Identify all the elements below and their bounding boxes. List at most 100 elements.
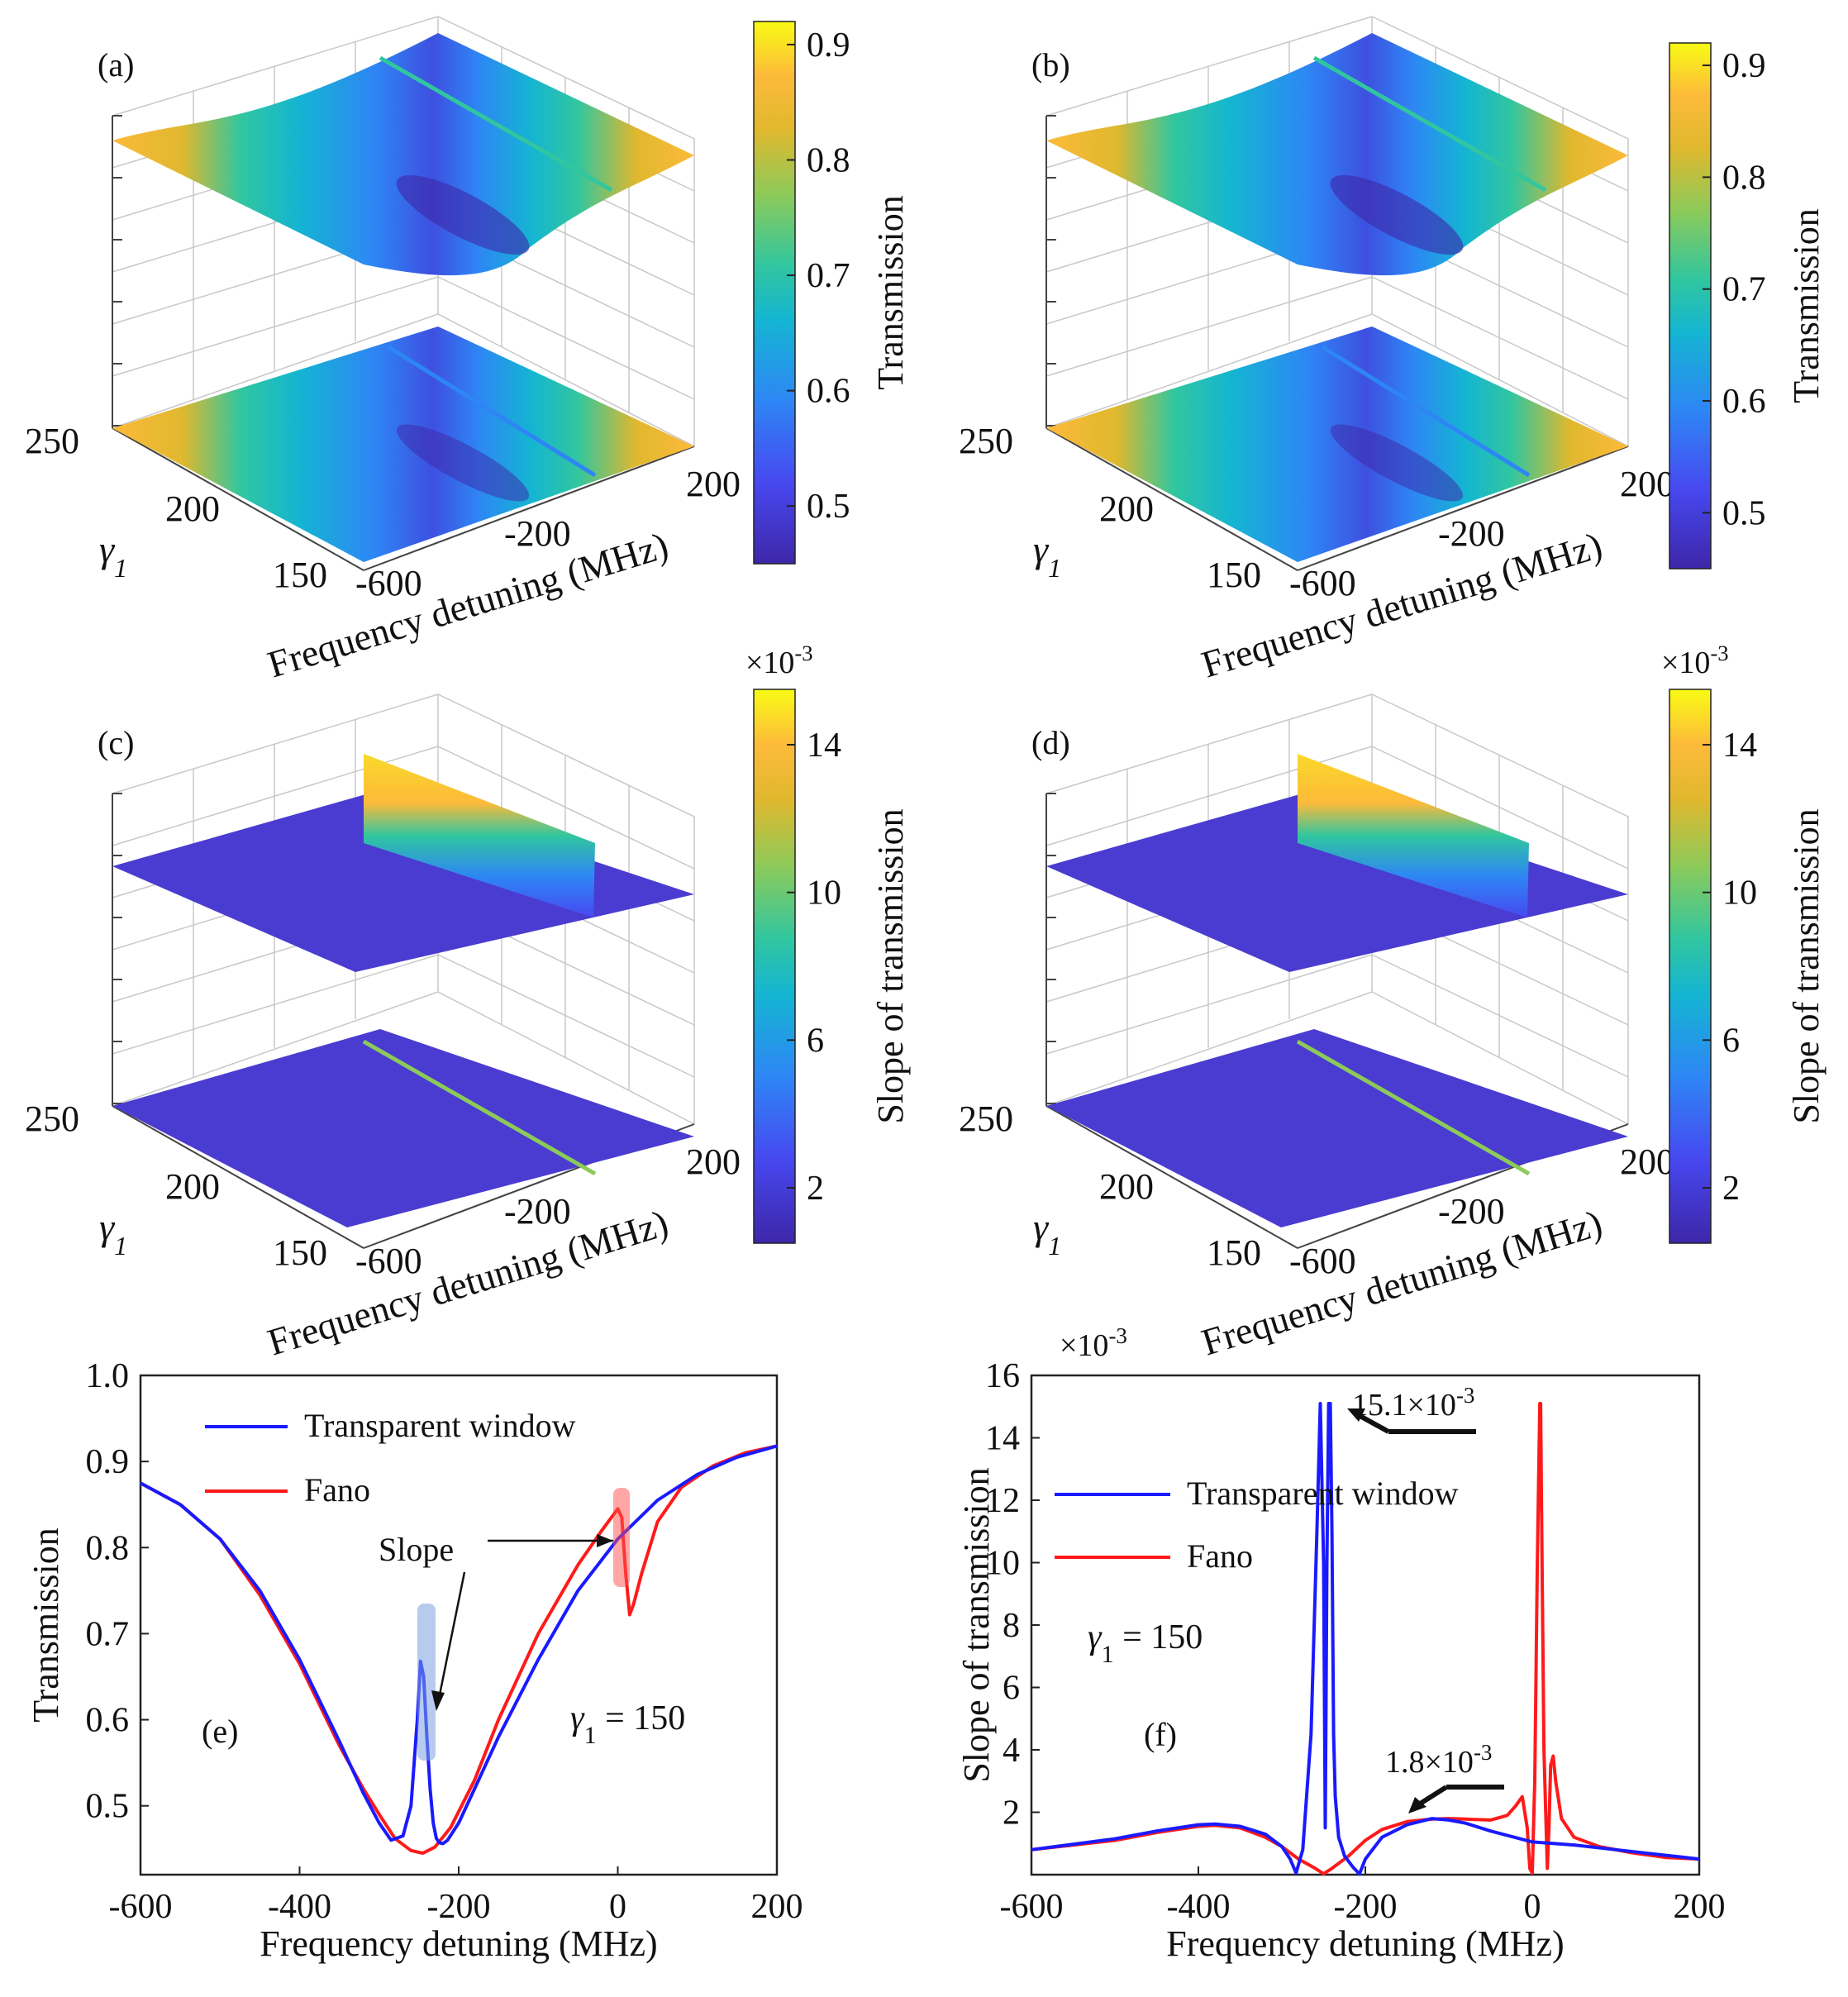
y-axis-label: Slope of transmission (956, 1467, 997, 1782)
y-tick-label: 250 (959, 421, 1013, 461)
y-tick-label: 4 (1003, 1732, 1020, 1770)
y-axis-label: γ1 (1033, 528, 1061, 583)
y-tick-label: 200 (165, 1166, 220, 1207)
colorbar-label: Transmission (1786, 208, 1827, 403)
x-tick-label: 200 (1620, 1141, 1674, 1182)
axis-ticks: -600 -400 -200 0 200 2 4 6 8 10 12 14 16 (985, 1357, 1726, 1926)
arrowhead (1347, 1408, 1365, 1422)
colorbar-tick-label: 0.8 (1722, 159, 1766, 197)
panel-label: (d) (1031, 724, 1070, 761)
legend-label-transparent: Transparent window (1187, 1475, 1459, 1512)
x-tick-label: 0 (1524, 1888, 1541, 1926)
x-axis-label: Frequency detuning (MHz) (1166, 1923, 1564, 1964)
legend-label-fano: Fano (1187, 1537, 1253, 1575)
y-tick-label: 250 (25, 1099, 79, 1139)
y-tick-label: 14 (985, 1420, 1020, 1458)
grid-line (112, 954, 439, 1055)
y-tick-label: 250 (959, 1099, 1013, 1139)
slope-ridge (364, 754, 595, 917)
series-line-transparent-window (1031, 1402, 1700, 1876)
y-tick-label: 0.8 (86, 1529, 130, 1567)
series-line-fano (140, 1444, 778, 1855)
projection-feature-line (1321, 345, 1531, 478)
colorbar-exponent: ×10-3 (1661, 641, 1729, 680)
x-tick-label: -600 (355, 563, 422, 603)
panel-f: ×10-3 -600 -400 -200 0 200 2 4 6 8 10 12 14 16 Trans… (956, 1323, 1726, 1964)
axes-edge (1045, 693, 1373, 794)
arrowhead (597, 1534, 613, 1547)
y-axis (1045, 1105, 1298, 1249)
colorbar-tick-label: 6 (1722, 1022, 1740, 1060)
surface-dip (1330, 174, 1464, 255)
projection-feature-line (387, 345, 597, 478)
slope-ridge (1298, 754, 1529, 917)
projection-ridge-line (1296, 1039, 1531, 1176)
projection-dip (396, 424, 530, 502)
panel-label: (b) (1031, 46, 1070, 83)
colorbar-tick-label: 10 (1722, 875, 1757, 913)
y-tick-label: 200 (165, 489, 220, 529)
axes-edge (112, 693, 439, 794)
colorbar-tick-label: 14 (1722, 727, 1757, 765)
grid-line (437, 276, 695, 400)
y-axis-label: γ1 (99, 528, 127, 583)
axes-edge (112, 991, 439, 1107)
x-axis-label: Frequency detuning (MHz) (260, 1923, 657, 1964)
colorbar-tick-label: 0.5 (807, 488, 850, 526)
projection-dip (1330, 424, 1464, 502)
surface-feature-line (379, 55, 613, 193)
colorbar-tick-label: 2 (1722, 1170, 1740, 1208)
colorbar-tick-label: 0.8 (807, 141, 850, 179)
axes-edge (437, 991, 695, 1125)
colorbar-tick-label: 10 (807, 875, 841, 913)
surface-projection (112, 326, 694, 562)
y-tick-label: 0.7 (86, 1615, 130, 1653)
x-tick-label: -600 (1289, 1241, 1356, 1281)
surface-projection (112, 1029, 694, 1227)
colorbar (1669, 689, 1712, 1244)
y-axis-label: Transmission (26, 1528, 66, 1723)
series-line-transparent-window (140, 1444, 778, 1846)
surface-feature-line (1312, 55, 1547, 193)
surface-upper (1046, 33, 1628, 276)
axes-edge (112, 313, 439, 429)
x-tick-label: -400 (1167, 1888, 1231, 1926)
x-tick-label: -400 (268, 1888, 331, 1926)
legend-label-fano: Fano (304, 1471, 370, 1508)
series-lines (1031, 1402, 1700, 1876)
y-tick-label: 12 (985, 1482, 1020, 1520)
panel-label: (e) (202, 1713, 238, 1750)
colorbar (753, 689, 796, 1244)
annotation-gamma: γ1 = 150 (1088, 1618, 1203, 1668)
surface-upper (112, 790, 694, 972)
y-axis-label: γ1 (1033, 1206, 1061, 1261)
panel-e: -600 -400 -200 0 200 0.5 0.6 0.7 0.8 0.9 1.0 Trans… (26, 1357, 803, 1964)
x-tick-label: 200 (686, 1141, 741, 1182)
y-tick-label: 0.5 (86, 1788, 130, 1826)
x-tick-label: -200 (504, 1191, 571, 1232)
arrowhead (431, 1690, 445, 1711)
grid-line (1371, 746, 1629, 870)
arrow-slope-down (436, 1571, 466, 1704)
plot-frame (139, 1374, 779, 1876)
y-tick-label: 0.6 (86, 1702, 130, 1740)
colorbar-label: Transmission (870, 195, 911, 390)
legend-label-transparent: Transparent window (304, 1407, 576, 1444)
axes-edge (1371, 991, 1629, 1125)
x-axis (363, 446, 695, 571)
series-lines (140, 1444, 778, 1855)
y-axis (112, 427, 364, 571)
axes-edge (1371, 313, 1629, 447)
colorbar-tick-label: 0.6 (1722, 383, 1766, 421)
x-tick-label: -200 (1438, 513, 1505, 554)
x-tick-label: 0 (609, 1888, 626, 1926)
y-axis-label: γ1 (99, 1206, 127, 1261)
colorbar-tick-label: 6 (807, 1022, 824, 1060)
panel-label: (f) (1144, 1716, 1177, 1753)
axis-ticks: -600 -400 -200 0 200 0.5 0.6 0.7 0.8 0.9 1.0 (86, 1357, 803, 1926)
colorbar (1669, 42, 1712, 570)
axes-edge (1045, 991, 1373, 1107)
